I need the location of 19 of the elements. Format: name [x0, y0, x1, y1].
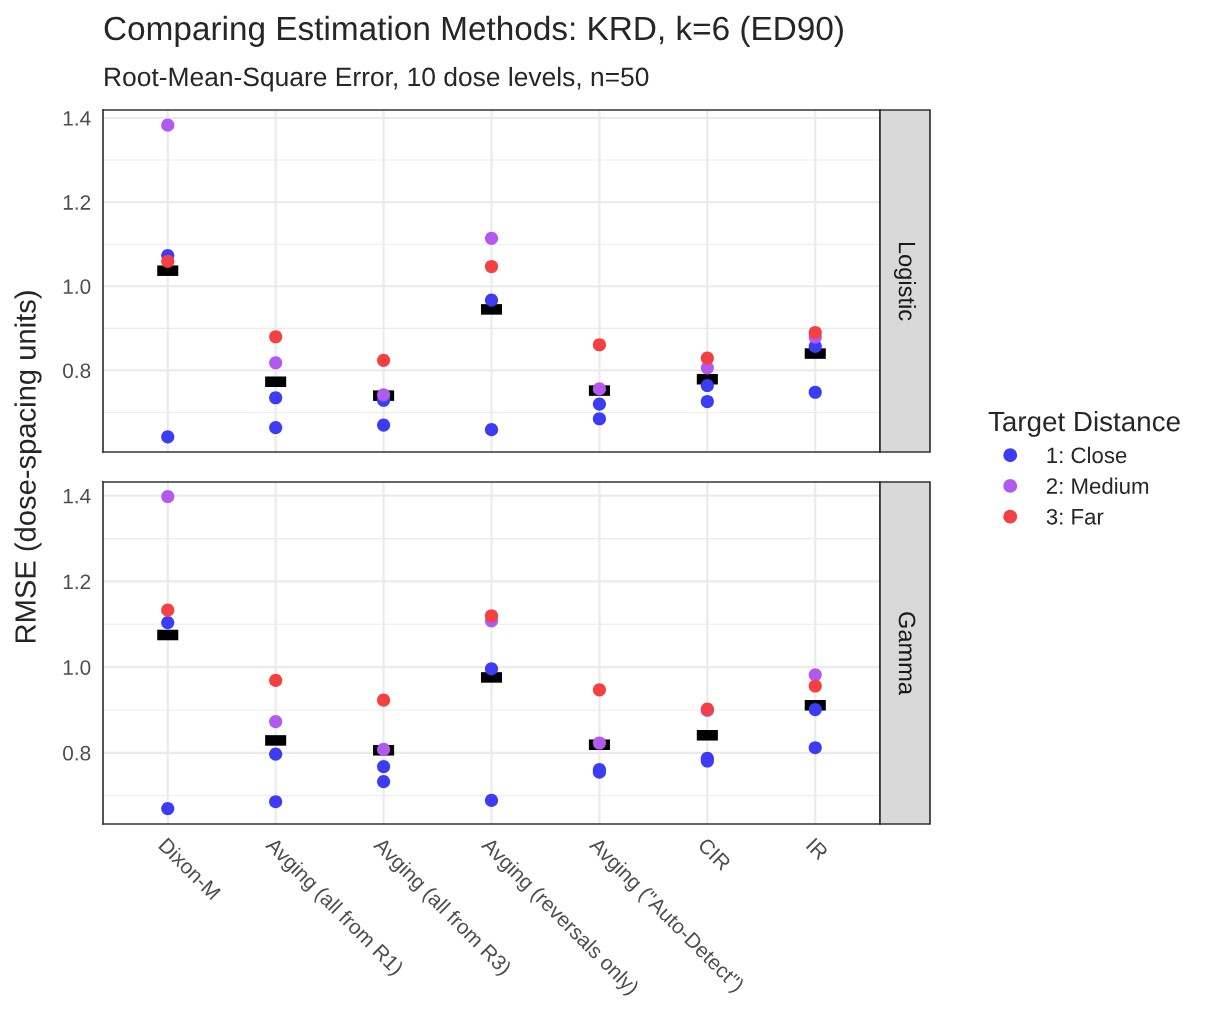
x-tick-label: IR [805, 837, 829, 861]
text: Logistic [893, 242, 917, 321]
y-axis-title: RMSE (dose-spacing units) [14, 291, 42, 643]
chart-title: Comparing Estimation Methods: KRD, k=6 (ED90) [104, 15, 843, 47]
y-tick-label: 1.4 [63, 488, 91, 504]
text: Gamma [898, 612, 916, 695]
y-tick-label: 0.8 [63, 745, 91, 761]
y-tick-label: 0.8 [63, 363, 91, 379]
y-tick-label: 1.0 [63, 279, 91, 295]
y-tick-label: 1.0 [63, 660, 91, 675]
legend-title: Target Distance [988, 410, 1180, 437]
chart-subtitle: Root-Mean-Square Error, 10 dose levels, n=50 [105, 66, 649, 92]
legend-label: 1: Close [1047, 446, 1127, 464]
y-tick-label: 1.4 [63, 111, 91, 126]
y-tick-label: 1.2 [63, 574, 91, 589]
x-tick-label: CIR [697, 836, 732, 872]
legend-label: 2: Medium [1046, 477, 1149, 494]
legend-label: 3: Far [1046, 508, 1104, 525]
y-tick-label: 1.2 [63, 195, 91, 210]
